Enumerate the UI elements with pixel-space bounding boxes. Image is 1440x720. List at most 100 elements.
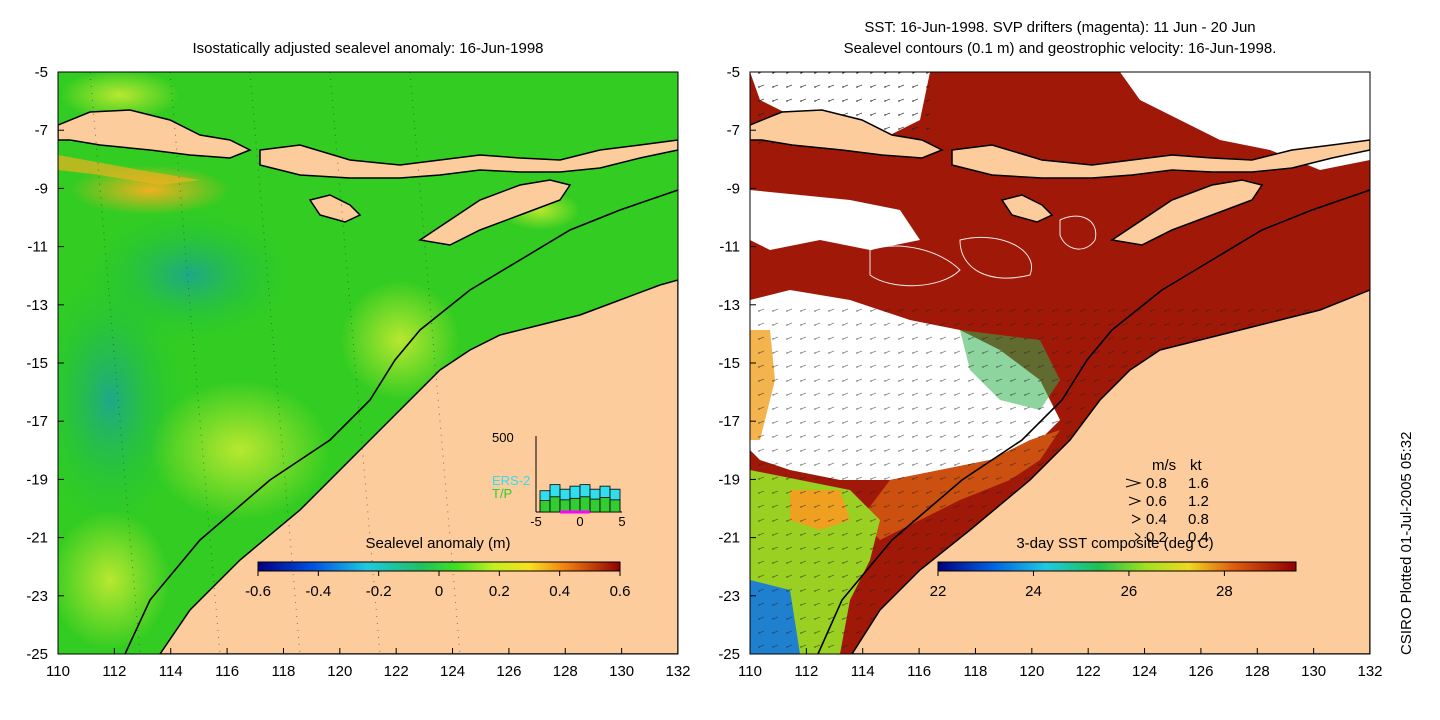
left-x-tick-label: 128 [553,663,578,680]
left-y-tick-label: -23 [26,588,48,605]
sst-colorbar-strip [937,561,1297,572]
right-x-tick-label: 110 [738,663,762,680]
left-y-tick-label: -21 [26,530,48,547]
right-x-tick-label: 114 [851,663,875,680]
sst-colorbar-ticks: 22 24 26 28 [930,571,1233,600]
lesser-sunda-islands [259,139,678,179]
right-y-tick-label: -7 [727,122,740,139]
left-y-tick-label: -5 [35,64,48,81]
plot-credit: CSIRO Plotted 01-Jul-2005 05:32 [1398,431,1415,655]
left-y-tick-label: -17 [26,413,48,430]
data-count-inset: 500 ERS-2 T/P -5 0 5 [492,430,626,529]
inset-x-tick-0: -5 [530,514,542,529]
sla-colorbar-tick-label: 0 [435,583,443,600]
right-y-tick-label: -25 [718,646,740,663]
inset-bar-tp [609,499,621,513]
inset-bars [539,484,621,513]
left-y-tick-label: -7 [35,122,48,139]
inset-x-tick-1: 0 [576,514,583,529]
sst-colorbar-tick-label: 24 [1025,583,1042,600]
velocity-legend-arrow [1134,532,1141,542]
velocity-legend-arrow [1125,478,1142,488]
left-x-tick-label: 112 [102,663,126,680]
sla-colorbar-tick-label: 0.2 [489,583,510,600]
right-y-tick-label: -17 [718,413,740,430]
left-panel-title: Isostatically adjusted sealevel anomaly:… [192,40,544,57]
velocity-legend-ms: 0.2 [1146,529,1167,546]
inset-x-tick-2: 5 [618,514,625,529]
inset-y-label: 500 [492,430,514,445]
right-x-tick-label: 128 [1245,663,1270,680]
sla-orange-band [70,165,230,215]
inset-legend-tp: T/P [492,486,512,501]
inset-bar-tp [539,500,551,513]
right-y-tick-label: -5 [727,64,740,81]
right-y-tick-label: -23 [718,588,740,605]
sla-colorbar-tick-label: -0.6 [245,583,271,600]
right-y-axis-ticks: -5 -7 -9 -11 -13 -15 -17 -19 -21 -23 -25 [718,64,756,663]
right-panel-title-line2: Sealevel contours (0.1 m) and geostrophi… [843,40,1277,57]
velocity-legend-kt: 1.6 [1188,475,1209,492]
timor-island [418,179,572,246]
sla-low-blob-west [58,260,190,540]
right-y-tick-label: -19 [718,471,740,488]
sla-high-blob-sw [58,510,170,650]
left-y-tick-label: -19 [26,471,48,488]
sla-colorbar-label: Sealevel anomaly (m) [365,535,510,552]
left-y-tick-label: -13 [26,297,48,314]
velocity-legend-header-ms: m/s [1152,457,1176,474]
australia-land [159,279,678,654]
inset-bar-tp [549,496,561,513]
sealevel-contours [869,215,1097,287]
right-x-tick-label: 132 [1357,663,1382,680]
sla-colorbar-ticks: -0.6 -0.4 -0.2 0 0.2 0.4 0.6 [245,571,630,600]
left-x-axis-ticks: 110 112 114 116 118 120 122 124 126 128 130 132 [46,648,691,680]
sumba-island-right [1000,194,1054,223]
left-x-tick-label: 122 [384,663,409,680]
sst-colorbar-tick-label: 28 [1216,583,1233,600]
velocity-legend-kt: 0.8 [1188,511,1209,528]
inset-bar-tp [589,498,601,513]
sla-orange-strip [58,155,200,185]
right-x-tick-label: 126 [1188,663,1213,680]
sla-colorbar-tick-label: 0.6 [610,583,631,600]
right-x-tick-label: 118 [963,663,987,680]
sla-colorbar-tick-label: -0.4 [305,583,331,600]
left-x-tick-label: 114 [159,663,183,680]
right-y-tick-label: -11 [719,239,740,256]
sla-colorbar-strip [257,561,621,572]
velocity-legend-header-kt: kt [1190,457,1203,474]
inset-bar-tp [569,497,581,513]
velocity-legend-ms: 0.6 [1146,493,1167,510]
velocity-legend-arrow [1131,514,1142,524]
shelf-contour [124,189,678,654]
java-island-right [750,109,944,159]
right-x-axis-ticks: 110 112 114 116 118 120 122 124 126 128 130 132 [738,648,1383,680]
sumba-island [308,194,362,223]
shelf-contour-right [817,189,1370,654]
inset-bar-tp [579,496,591,513]
cloud-north-east [1120,72,1370,170]
right-y-tick-label: -21 [718,530,740,547]
velocity-legend-ms: 0.4 [1146,511,1167,528]
right-y-tick-label: -15 [718,355,740,372]
right-x-tick-label: 130 [1301,663,1326,680]
left-y-tick-label: -9 [35,180,48,197]
lesser-sunda-islands-right [951,139,1370,179]
cloud-band [750,190,920,250]
timor-island-right [1110,179,1264,246]
right-x-tick-label: 116 [907,663,931,680]
sst-colorbar-tick-label: 22 [930,583,947,600]
sla-colorbar: Sealevel anomaly (m) -0.6 -0.4 -0.2 0 0.2 0.4… [245,535,630,600]
sla-north-lime [60,72,180,120]
velocity-legend-arrow [1128,496,1142,506]
velocity-legend: m/s kt 0.8 1.60.6 1.20.4 0.80.2 0.4 [1125,457,1209,546]
right-x-tick-label: 122 [1076,663,1101,680]
inset-bar-tp [559,499,571,513]
sla-colorbar-tick-label: 0.4 [549,583,570,600]
sst-colorbar: 3-day SST composite (deg C) 22 24 26 28 [930,535,1297,600]
left-y-tick-label: -11 [27,239,48,256]
sst-colorbar-label: 3-day SST composite (deg C) [1016,535,1213,552]
left-x-tick-label: 124 [440,663,465,680]
